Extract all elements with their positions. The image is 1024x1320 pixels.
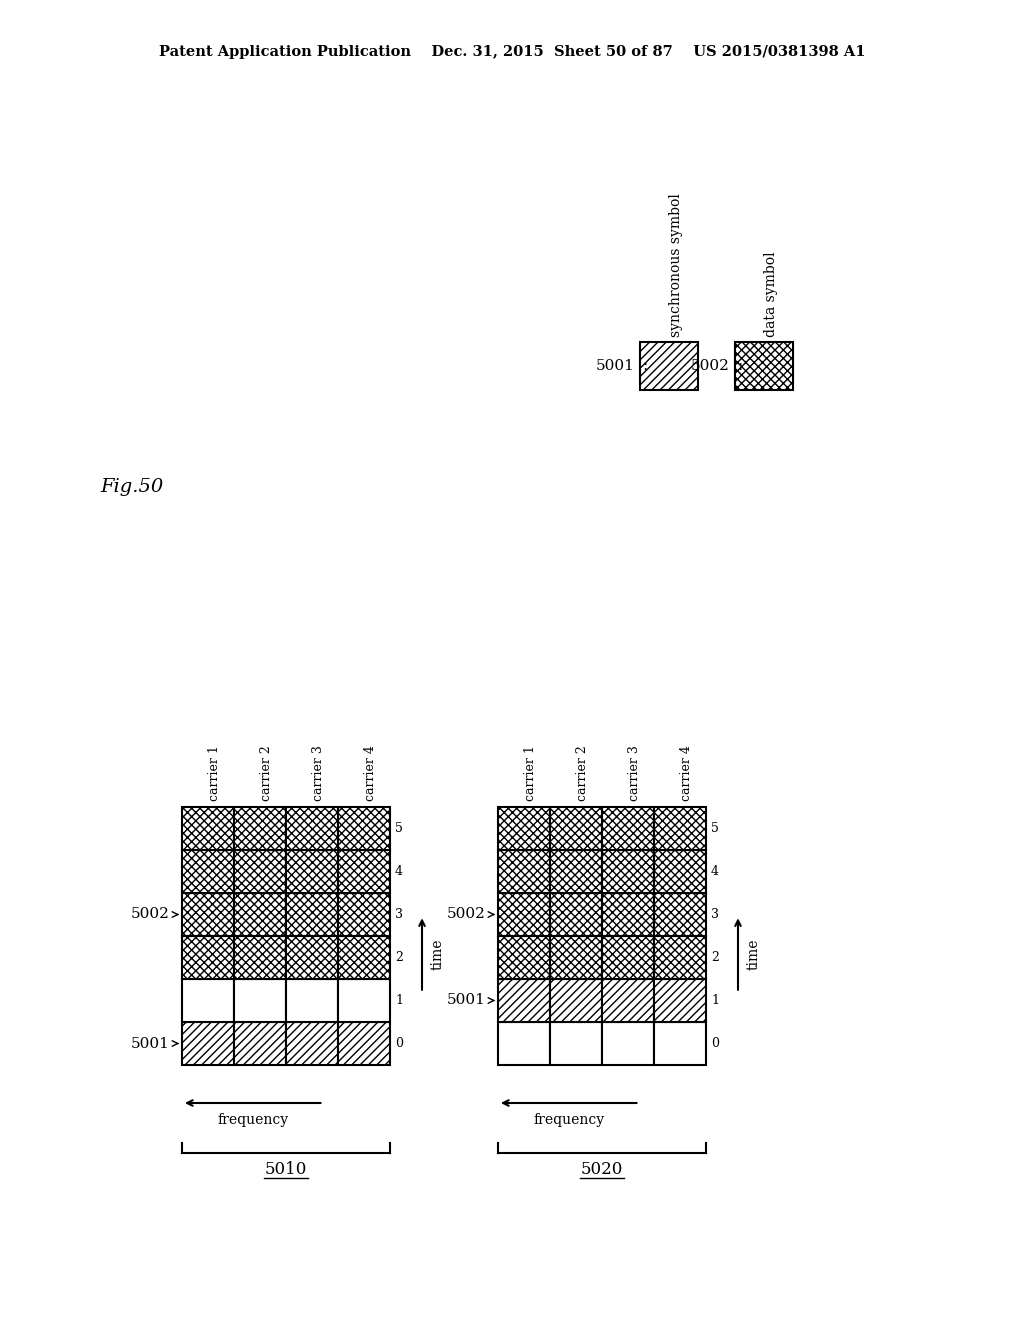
Bar	[550, 1022, 602, 1065]
Text: carrier 1: carrier 1	[208, 744, 221, 801]
Bar	[338, 979, 390, 1022]
Text: frequency: frequency	[534, 1113, 604, 1127]
Bar	[602, 936, 654, 979]
Bar	[550, 850, 602, 894]
Text: carrier 3: carrier 3	[628, 744, 641, 801]
Text: 1: 1	[395, 994, 403, 1007]
Text: 3: 3	[395, 908, 403, 921]
Text: carrier 3: carrier 3	[312, 744, 325, 801]
Bar	[602, 894, 654, 936]
Text: carrier 2: carrier 2	[575, 746, 589, 801]
Text: 5010: 5010	[265, 1162, 307, 1177]
Bar	[498, 807, 550, 850]
Bar	[338, 807, 390, 850]
Text: 4: 4	[711, 865, 719, 878]
Bar	[182, 936, 234, 979]
Text: :: :	[642, 359, 647, 374]
Text: time: time	[746, 939, 761, 970]
Bar	[498, 1022, 550, 1065]
Text: 5001: 5001	[131, 1036, 170, 1051]
Bar	[498, 894, 550, 936]
Bar	[602, 1022, 654, 1065]
Bar	[234, 807, 286, 850]
Text: carrier 1: carrier 1	[524, 744, 537, 801]
Text: Fig.50: Fig.50	[100, 478, 163, 496]
Bar	[286, 1022, 338, 1065]
Bar	[234, 894, 286, 936]
Bar	[234, 850, 286, 894]
Bar	[498, 936, 550, 979]
Bar	[498, 979, 550, 1022]
Bar	[234, 1022, 286, 1065]
Bar	[182, 979, 234, 1022]
Text: carrier 4: carrier 4	[364, 744, 377, 801]
Bar	[602, 850, 654, 894]
Bar	[182, 850, 234, 894]
Bar	[602, 979, 654, 1022]
Bar	[338, 936, 390, 979]
Text: 2: 2	[711, 950, 719, 964]
Bar	[286, 979, 338, 1022]
Bar	[338, 850, 390, 894]
Text: 5002: 5002	[447, 908, 486, 921]
Text: time: time	[431, 939, 445, 970]
Bar	[234, 936, 286, 979]
Bar	[498, 850, 550, 894]
Bar	[234, 979, 286, 1022]
Bar	[654, 894, 706, 936]
Text: frequency: frequency	[217, 1113, 289, 1127]
Bar	[654, 1022, 706, 1065]
Bar	[602, 807, 654, 850]
Text: 5020: 5020	[581, 1162, 624, 1177]
Bar	[182, 1022, 234, 1065]
Bar	[338, 1022, 390, 1065]
Bar	[338, 894, 390, 936]
Bar	[286, 850, 338, 894]
Bar	[286, 807, 338, 850]
Text: 5: 5	[711, 822, 719, 836]
Bar	[182, 894, 234, 936]
Bar	[640, 342, 698, 389]
Text: :: :	[737, 359, 742, 374]
Text: carrier 4: carrier 4	[680, 744, 693, 801]
Text: 5002: 5002	[131, 908, 170, 921]
Text: 5: 5	[395, 822, 402, 836]
Text: 5001: 5001	[596, 359, 635, 374]
Text: 5002: 5002	[691, 359, 730, 374]
Bar	[550, 894, 602, 936]
Bar	[654, 936, 706, 979]
Bar	[654, 850, 706, 894]
Text: 0: 0	[395, 1038, 403, 1049]
Bar	[182, 807, 234, 850]
Text: 0: 0	[711, 1038, 719, 1049]
Bar	[286, 936, 338, 979]
Bar	[286, 894, 338, 936]
Text: 2: 2	[395, 950, 402, 964]
Text: 5001: 5001	[447, 994, 486, 1007]
Text: data symbol: data symbol	[764, 251, 778, 337]
Text: 1: 1	[711, 994, 719, 1007]
Text: Patent Application Publication    Dec. 31, 2015  Sheet 50 of 87    US 2015/03813: Patent Application Publication Dec. 31, …	[159, 45, 865, 59]
Bar	[654, 807, 706, 850]
Text: 3: 3	[711, 908, 719, 921]
Bar	[735, 342, 793, 389]
Bar	[550, 979, 602, 1022]
Bar	[550, 936, 602, 979]
Bar	[550, 807, 602, 850]
Text: synchronous symbol: synchronous symbol	[669, 193, 683, 337]
Text: carrier 2: carrier 2	[260, 746, 273, 801]
Bar	[654, 979, 706, 1022]
Text: 4: 4	[395, 865, 403, 878]
